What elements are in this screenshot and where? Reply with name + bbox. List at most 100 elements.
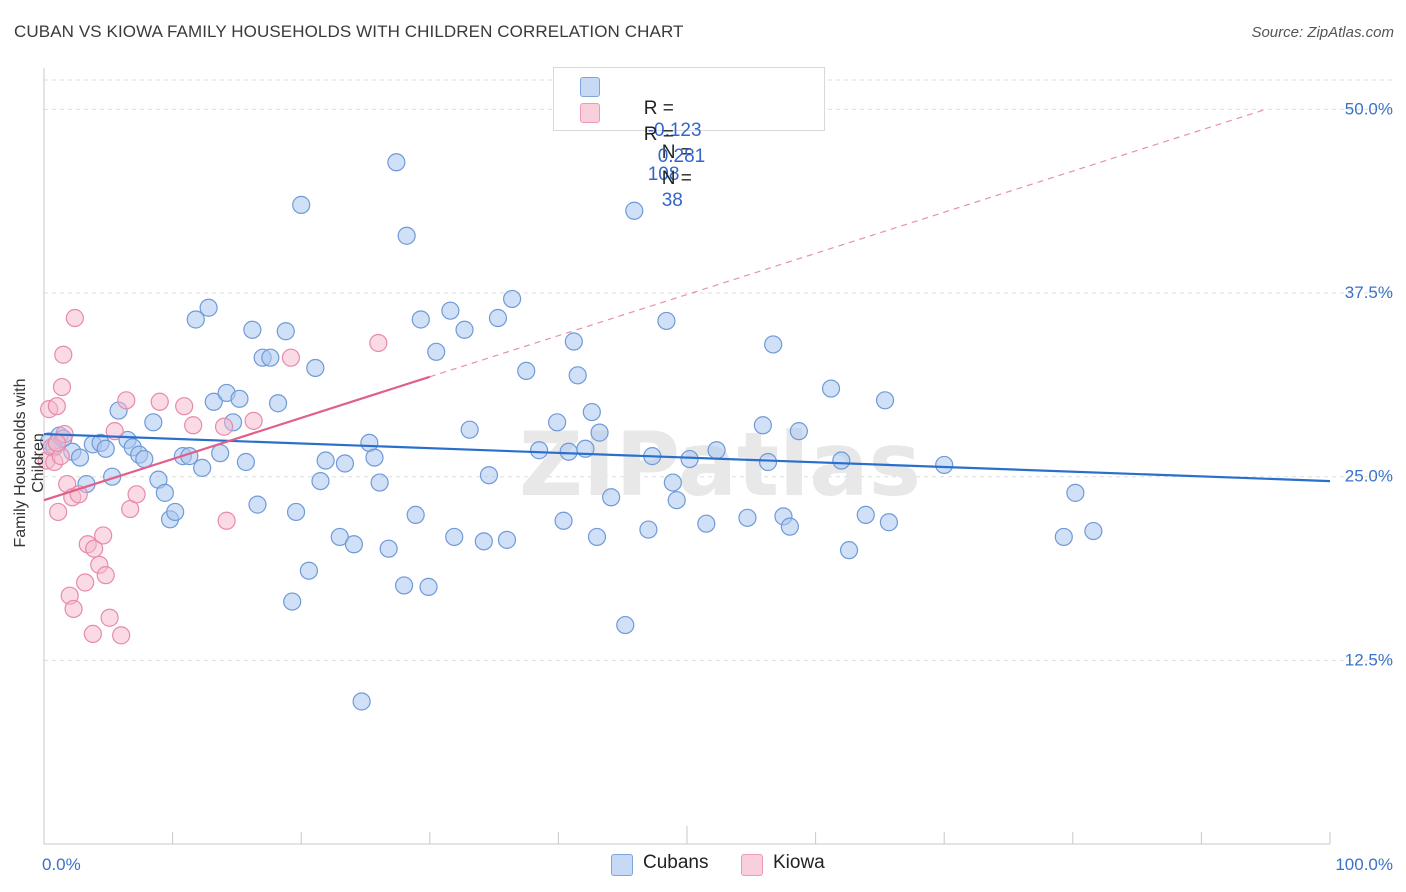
cubans-point: [780, 517, 799, 536]
cubans-point: [441, 301, 460, 320]
cubans-point: [530, 441, 549, 460]
cubans-point: [236, 452, 256, 472]
cubans-point: [460, 420, 479, 439]
cubans-point: [311, 472, 330, 491]
chart-title: CUBAN VS KIOWA FAMILY HOUSEHOLDS WITH CH…: [14, 22, 684, 41]
cubans-point: [427, 342, 446, 361]
cubans-point: [559, 442, 578, 461]
kiowa-point: [150, 392, 169, 411]
cubans-n-label: N =: [661, 142, 692, 163]
kiowa-r-value: 0.281: [657, 146, 706, 167]
cubans-point: [935, 455, 954, 475]
cubans-point: [199, 298, 218, 317]
kiowa-trend-line: [43, 375, 431, 502]
cubans-point: [758, 452, 778, 472]
cubans-point: [283, 592, 302, 611]
cubans-point: [261, 348, 280, 367]
cubans-point: [286, 502, 306, 522]
cubans-point: [663, 473, 682, 492]
cubans-point: [144, 413, 163, 432]
kiowa-point: [65, 308, 84, 328]
cubans-point: [316, 451, 335, 470]
kiowa-point: [76, 573, 95, 592]
cubans-point: [394, 576, 414, 595]
cubans-point: [832, 451, 851, 470]
cubans-point: [554, 511, 573, 530]
kiowa-point: [112, 626, 131, 645]
cubans-point: [411, 310, 430, 329]
kiowa-points: [37, 308, 1331, 645]
cubans-point: [387, 153, 406, 172]
y-tick-label: 25.0%: [1345, 467, 1393, 486]
cubans-point: [587, 527, 607, 547]
x-tick-label-min: 0.0%: [42, 855, 81, 874]
cubans-point: [697, 514, 716, 533]
cubans-point: [474, 532, 493, 551]
cubans-point: [839, 541, 859, 560]
cubans-point: [330, 527, 349, 547]
cubans-point: [193, 458, 212, 477]
cubans-point: [166, 502, 185, 522]
cubans-point: [1084, 521, 1103, 541]
kiowa-point: [85, 539, 104, 558]
cubans-point: [370, 473, 389, 492]
cubans-point: [299, 561, 319, 580]
cubans-point: [488, 308, 508, 328]
cubans-point: [186, 310, 205, 329]
cubans-point: [455, 320, 474, 339]
cubans-point: [680, 449, 699, 469]
kiowa-point: [83, 624, 102, 644]
cubans-point: [821, 379, 841, 398]
cubans-point: [155, 483, 174, 502]
kiowa-point: [49, 502, 68, 522]
correlation-legend: R = -0.123 N = 108 R = 0.281 N = 38: [553, 67, 825, 211]
cubans-point: [135, 449, 154, 469]
kiowa-point: [369, 333, 388, 353]
kiowa-point: [52, 377, 72, 397]
cubans-point: [616, 615, 635, 635]
cubans-legend-label: Cubans: [643, 852, 709, 873]
cubans-point: [625, 201, 644, 220]
kiowa-point: [127, 485, 146, 504]
kiowa-point: [214, 417, 234, 436]
kiowa-point: [64, 599, 83, 619]
kiowa-point: [175, 397, 194, 416]
kiowa-point: [94, 526, 113, 545]
cubans-point: [479, 466, 499, 485]
kiowa-r-label: R =: [643, 124, 674, 145]
cubans-point: [582, 402, 601, 422]
cubans-point: [879, 513, 899, 532]
kiowa-point: [47, 397, 66, 416]
cubans-point: [406, 505, 425, 524]
cubans-point: [230, 389, 249, 408]
cubans-point: [1054, 527, 1073, 547]
cubans-point: [667, 491, 686, 510]
cubans-point: [503, 289, 522, 309]
cubans-point: [875, 391, 895, 410]
kiowa-n-label: N =: [661, 168, 692, 189]
kiowa-point: [54, 345, 73, 364]
cubans-point: [738, 508, 757, 527]
cubans-point: [211, 444, 230, 463]
kiowa-point: [47, 433, 66, 452]
cubans-point: [564, 332, 583, 351]
kiowa-point: [184, 416, 203, 435]
tick-labels: 12.5% 25.0% 37.5% 50.0% 0.0% 100.0%: [42, 99, 1393, 874]
kiowa-point: [244, 411, 263, 430]
cubans-point: [70, 448, 90, 467]
cubans-point: [789, 422, 808, 441]
cubans-point: [292, 195, 311, 214]
cubans-point: [344, 535, 364, 554]
kiowa-trend-extension: [429, 108, 1266, 378]
cubans-point: [248, 495, 267, 514]
kiowa-n-value: 38: [661, 190, 683, 211]
source-label: Source: ZipAtlas.com: [1251, 24, 1394, 41]
cubans-point: [204, 392, 223, 411]
cubans-point: [707, 441, 726, 460]
kiowa-point: [105, 422, 124, 441]
cubans-point: [306, 358, 325, 378]
cubans-point: [590, 423, 609, 442]
cubans-r-value: -0.123: [647, 120, 702, 141]
cubans-point: [517, 361, 536, 381]
